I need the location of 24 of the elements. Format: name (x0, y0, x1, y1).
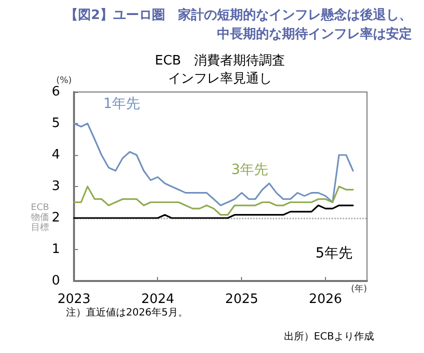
chart-subtitle: ECB 消費者期待調査インフレ率見通し (154, 54, 286, 86)
text: 出所）ECBより作成 (284, 330, 374, 342)
line-series (73, 122, 354, 206)
ref-line-label: ECB物価目標 (30, 203, 50, 233)
series-label: 3年先 (231, 162, 268, 178)
y-axis-title: (%) (56, 76, 72, 86)
x-tick-label: 2025 (225, 292, 258, 307)
y-tick-label: 1 (52, 242, 60, 257)
x-tick-label: 2023 (57, 292, 91, 307)
series-label: 1年先 (103, 96, 140, 112)
y-tick-label: 3 (52, 179, 60, 194)
x-tick-label: 2026 (308, 292, 342, 307)
text: 注）直近値は2026年5月。 (66, 306, 188, 318)
y-tick-label: 6 (52, 84, 60, 100)
text: 5年先 (316, 245, 352, 262)
x-axis-title: (年) (351, 284, 368, 294)
y-tick-label: 4 (52, 148, 60, 162)
y-tick-label: 2 (52, 210, 60, 226)
chart-title: 【図2】ユーロ圏 家計の短期的なインフレ懸念は後退し、中長期的な期待インフレ率は安定 (64, 7, 412, 42)
x-tick-label: 2024 (141, 292, 174, 307)
y-tick-label: 0 (52, 274, 60, 288)
line-series (73, 204, 354, 219)
line-series (73, 186, 354, 216)
y-tick-label: 5 (52, 116, 60, 131)
